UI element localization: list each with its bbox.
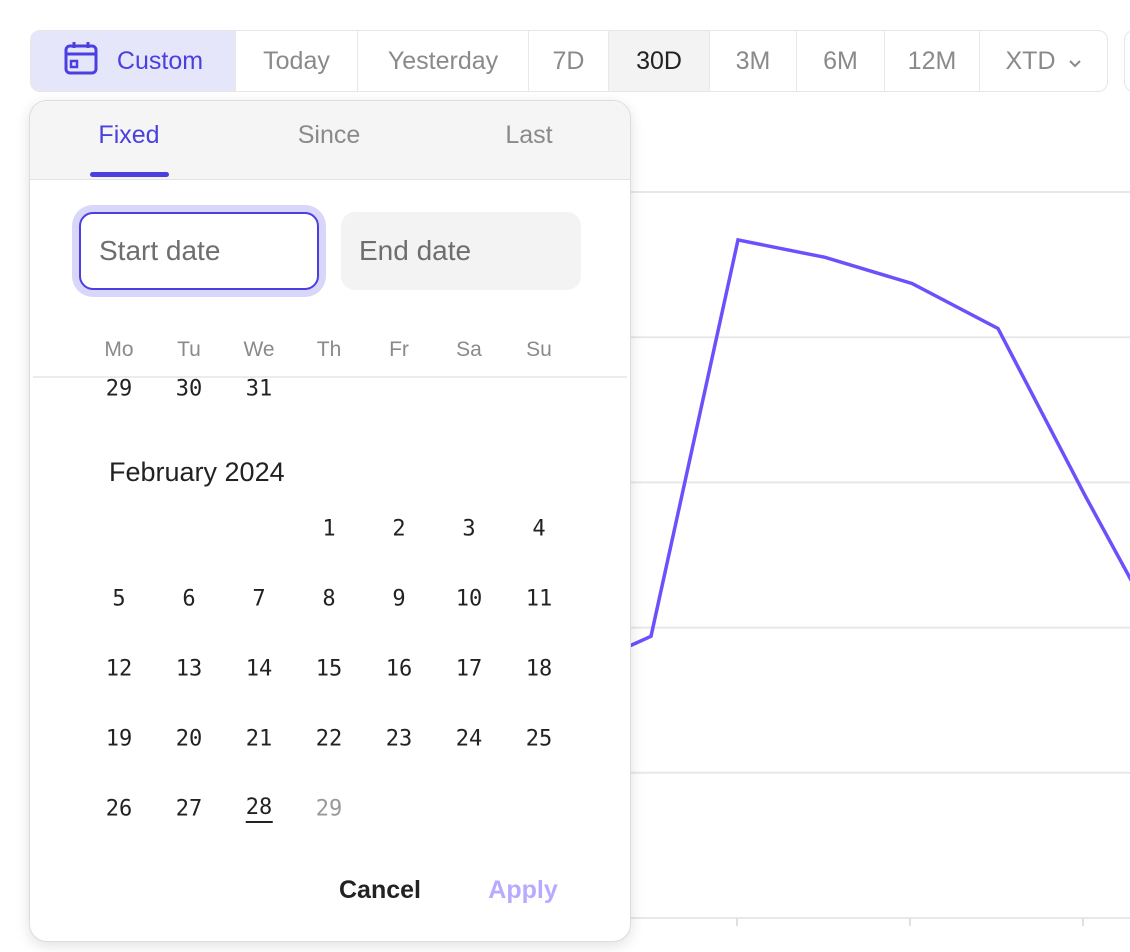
calendar-day[interactable]: 30	[175, 376, 203, 402]
active-tab-indicator	[90, 172, 169, 177]
apply-button[interactable]: Apply	[488, 876, 558, 904]
weekday-label: Su	[526, 338, 552, 361]
calendar-icon	[63, 40, 99, 83]
calendar-day: 29	[315, 796, 343, 822]
custom-range-button[interactable]: Custom	[31, 31, 236, 91]
preset-3m-button[interactable]: 3M	[710, 31, 797, 91]
calendar-day[interactable]: 26	[105, 796, 133, 822]
calendar-day[interactable]: 22	[315, 726, 343, 752]
end-date-placeholder: End date	[359, 235, 472, 266]
weekday-label: Fr	[389, 338, 409, 361]
calendar-day-today[interactable]: 28	[245, 795, 273, 823]
picker-tabs: Fixed Since Last	[30, 101, 630, 180]
preset-label: 12M	[907, 46, 957, 75]
calendar-day[interactable]: 23	[385, 726, 413, 752]
secondary-toolbar-button[interactable]	[1124, 30, 1130, 92]
end-date-input[interactable]: End date	[341, 212, 581, 290]
preset-label: 30D	[636, 46, 682, 75]
preset-label: 7D	[552, 46, 585, 75]
calendar-day[interactable]: 19	[105, 726, 133, 752]
preset-7d-button[interactable]: 7D	[529, 31, 609, 91]
start-date-placeholder: Start date	[99, 235, 221, 266]
preset-12m-button[interactable]: 12M	[885, 31, 980, 91]
preset-yesterday-button[interactable]: Yesterday	[358, 31, 529, 91]
custom-label: Custom	[116, 46, 204, 75]
tab-fixed[interactable]: Fixed	[98, 121, 160, 149]
calendar-day[interactable]: 9	[392, 586, 406, 612]
calendar-day[interactable]: 12	[105, 656, 133, 682]
weekday-label: We	[243, 338, 275, 361]
preset-30d-button[interactable]: 30D	[609, 31, 710, 91]
preset-label: Yesterday	[387, 46, 499, 75]
calendar-day[interactable]: 15	[315, 656, 343, 682]
start-date-input[interactable]: Start date	[79, 212, 319, 290]
calendar-day[interactable]: 11	[525, 586, 553, 612]
preset-label: 3M	[735, 46, 771, 75]
calendar-day[interactable]: 31	[245, 376, 273, 402]
preset-xtd-button[interactable]: XTD	[980, 31, 1107, 91]
calendar-day[interactable]: 6	[182, 586, 196, 612]
date-range-toolbar: Custom Today Yesterday 7D 30D 3M 6M 12M XTD	[30, 30, 1108, 92]
month-label: February 2024	[109, 457, 285, 487]
calendar-day[interactable]: 25	[525, 726, 553, 752]
calendar-day[interactable]: 16	[385, 656, 413, 682]
calendar-day[interactable]: 8	[322, 586, 336, 612]
series-line	[563, 237, 1130, 678]
weekday-label: Th	[316, 338, 342, 361]
weekday-label: Sa	[456, 338, 482, 361]
calendar-day[interactable]: 29	[105, 376, 133, 402]
calendar-day[interactable]: 20	[175, 726, 203, 752]
calendar-day[interactable]: 17	[455, 656, 483, 682]
calendar-day[interactable]: 7	[252, 586, 266, 612]
preset-label: 6M	[823, 46, 858, 75]
tab-last[interactable]: Last	[505, 121, 553, 149]
calendar-day[interactable]: 5	[112, 586, 126, 612]
calendar-day[interactable]: 27	[175, 796, 203, 822]
date-picker-popover: Fixed Since Last Start date End date Mo T…	[29, 100, 631, 942]
calendar-day[interactable]: 14	[245, 656, 273, 682]
preset-6m-button[interactable]: 6M	[797, 31, 885, 91]
calendar-day[interactable]: 4	[532, 516, 546, 542]
calendar-day[interactable]: 3	[462, 516, 476, 542]
calendar-day[interactable]: 2	[392, 516, 406, 542]
calendar-day[interactable]: 13	[175, 656, 203, 682]
weekday-label: Mo	[104, 338, 134, 361]
cancel-button[interactable]: Cancel	[339, 876, 421, 904]
preset-today-button[interactable]: Today	[236, 31, 358, 91]
preset-label: Today	[263, 46, 330, 75]
calendar-day[interactable]: 18	[525, 656, 553, 682]
tab-since[interactable]: Since	[297, 121, 361, 149]
calendar-day[interactable]: 24	[455, 726, 483, 752]
preset-label: XTD	[1005, 46, 1056, 75]
weekday-divider	[33, 376, 627, 378]
weekday-label: Tu	[177, 338, 201, 361]
calendar-day[interactable]: 1	[322, 516, 336, 542]
calendar-day[interactable]: 10	[455, 586, 483, 612]
calendar-day[interactable]: 21	[245, 726, 273, 752]
chevron-down-icon	[1068, 47, 1082, 76]
